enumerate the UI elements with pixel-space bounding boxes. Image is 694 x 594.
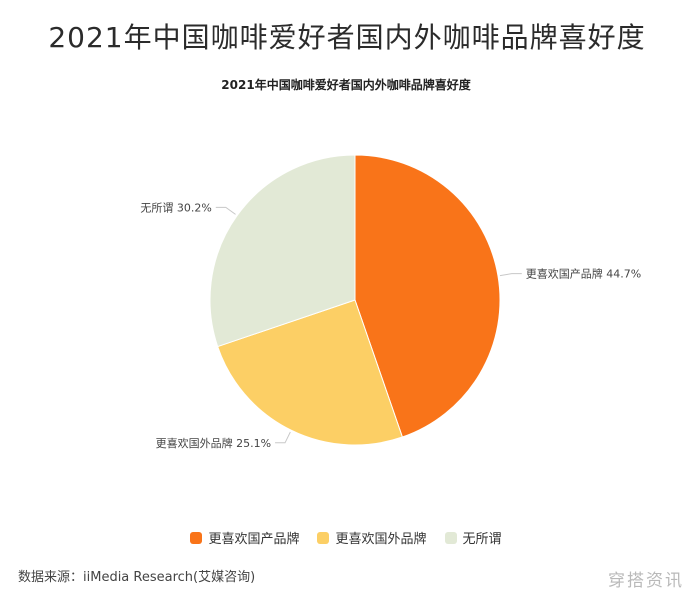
legend-item-foreign[interactable]: 更喜欢国外品牌 bbox=[317, 528, 427, 547]
pie-slice-indifferent[interactable] bbox=[209, 154, 356, 348]
legend-label-indifferent: 无所谓 bbox=[462, 532, 502, 547]
pie-slice-foreign[interactable] bbox=[217, 299, 404, 446]
pie-slice-domestic[interactable] bbox=[354, 154, 501, 438]
data-label-indifferent: 无所谓 30.2% bbox=[140, 201, 211, 214]
leader-line-foreign bbox=[275, 431, 291, 444]
data-label-domestic: 更喜欢国产品牌 44.7% bbox=[526, 267, 641, 281]
data-source-note: 数据来源：iiMedia Research(艾媒咨询) bbox=[18, 570, 256, 585]
page-title: 2021年中国咖啡爱好者国内外咖啡品牌喜好度 bbox=[48, 21, 646, 54]
watermark: 穿搭资讯 bbox=[608, 571, 684, 591]
leader-line-domestic bbox=[499, 273, 522, 277]
chart-frame: 2021年中国咖啡爱好者国内外咖啡品牌喜好度 更喜欢国产品牌 44.7% 更喜欢国… bbox=[20, 60, 672, 568]
legend-swatch-foreign bbox=[317, 531, 330, 544]
legend-label-domestic: 更喜欢国产品牌 bbox=[208, 532, 300, 547]
legend-item-indifferent[interactable]: 无所谓 bbox=[444, 528, 502, 547]
leader-line-indifferent bbox=[215, 206, 236, 215]
legend-swatch-domestic bbox=[190, 531, 203, 544]
chart-legend: 更喜欢国产品牌 更喜欢国外品牌 无所谓 bbox=[20, 528, 672, 547]
chart-title: 2021年中国咖啡爱好者国内外咖啡品牌喜好度 bbox=[221, 78, 471, 92]
legend-item-domestic[interactable]: 更喜欢国产品牌 bbox=[190, 528, 299, 547]
legend-label-foreign: 更喜欢国外品牌 bbox=[335, 532, 427, 547]
pie-chart: 更喜欢国产品牌 44.7% 更喜欢国外品牌 25.1% 无所谓 30.2% bbox=[140, 154, 641, 450]
legend-swatch-indifferent bbox=[444, 531, 457, 544]
data-label-foreign: 更喜欢国外品牌 25.1% bbox=[156, 436, 271, 450]
